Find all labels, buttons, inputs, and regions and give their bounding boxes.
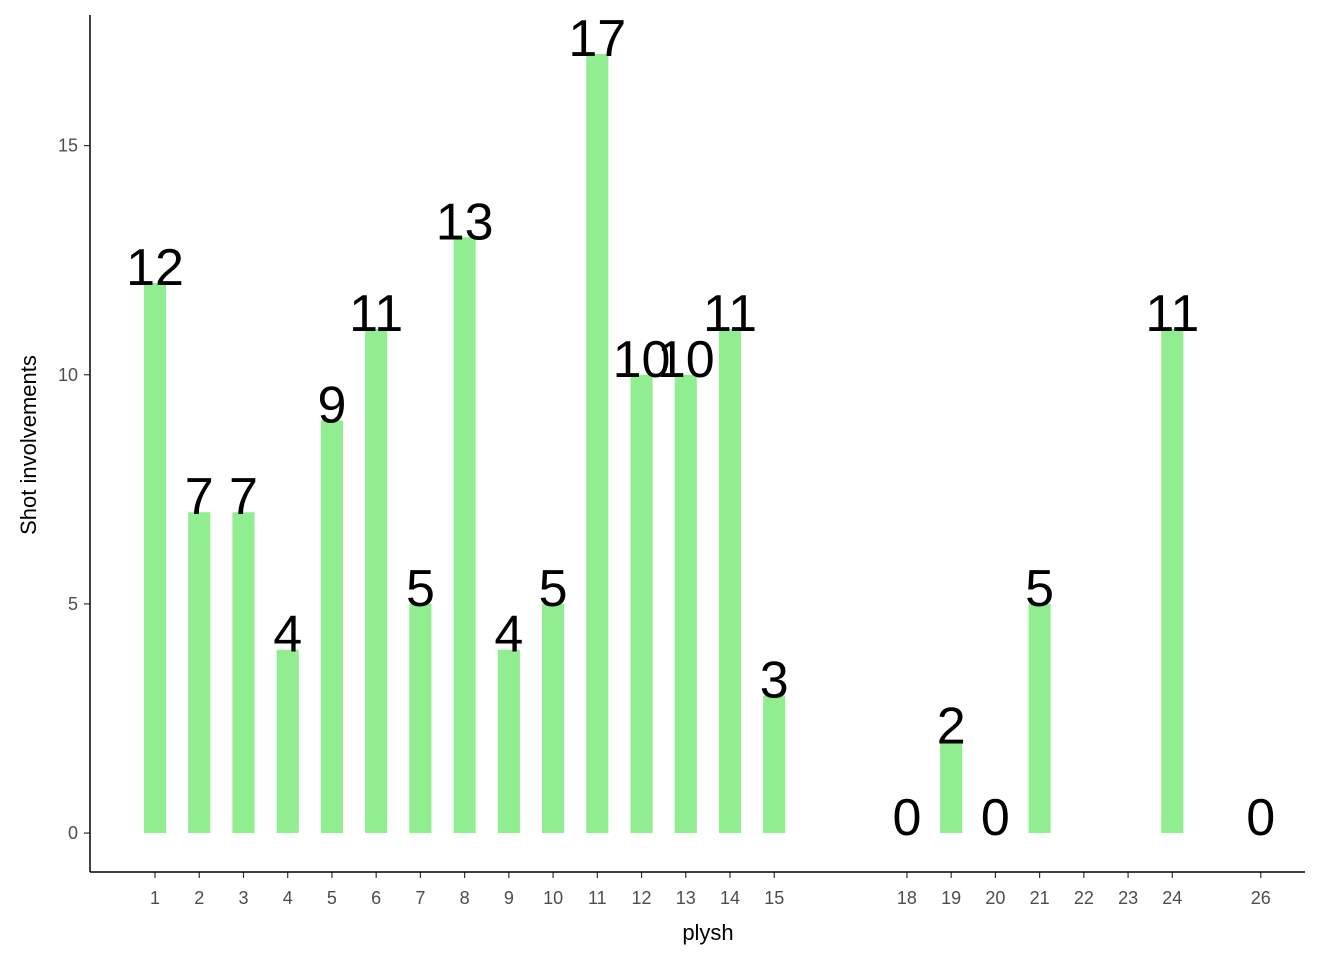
x-tick-label: 21: [1030, 888, 1050, 908]
x-tick-label: 5: [327, 888, 337, 908]
data-label: 2: [937, 697, 966, 755]
x-tick-label: 10: [543, 888, 563, 908]
x-tick-label: 23: [1118, 888, 1138, 908]
bar: [542, 603, 565, 834]
x-tick-label: 15: [764, 888, 784, 908]
data-label: 7: [229, 468, 258, 526]
y-tick-label: 5: [68, 594, 78, 614]
bar: [365, 328, 388, 834]
bar: [630, 374, 653, 834]
x-tick-label: 8: [460, 888, 470, 908]
bar: [497, 649, 520, 834]
x-tick-label: 26: [1251, 888, 1271, 908]
x-tick-label: 12: [632, 888, 652, 908]
bar: [188, 512, 211, 834]
data-label: 11: [1145, 285, 1199, 343]
x-tick-label: 18: [897, 888, 917, 908]
x-tick-label: 6: [371, 888, 381, 908]
x-tick-label: 9: [504, 888, 514, 908]
bar: [718, 328, 742, 834]
data-label: 3: [760, 652, 789, 710]
data-label: 4: [494, 606, 523, 664]
bar: [1161, 328, 1184, 834]
x-tick-label: 7: [415, 888, 425, 908]
bar: [1028, 603, 1051, 834]
bar: [453, 237, 476, 834]
bar: [940, 741, 963, 834]
bar: [763, 695, 786, 834]
x-tick-label: 14: [720, 888, 740, 908]
data-label: 0: [981, 789, 1010, 847]
data-label: 12: [126, 239, 184, 297]
bar: [232, 512, 255, 834]
data-label: 5: [406, 560, 435, 618]
x-tick-label: 3: [238, 888, 248, 908]
data-label: 11: [703, 285, 757, 343]
y-tick-label: 10: [58, 365, 78, 385]
data-label: 13: [436, 193, 494, 251]
x-tick-label: 2: [194, 888, 204, 908]
x-tick-label: 19: [941, 888, 961, 908]
data-label: 17: [568, 10, 626, 68]
x-tick-label: 24: [1162, 888, 1182, 908]
data-label: 4: [273, 606, 302, 664]
x-tick-label: 22: [1074, 888, 1094, 908]
x-axis-title: plysh: [682, 920, 733, 945]
bar: [409, 603, 432, 834]
x-tick-label: 11: [588, 888, 607, 908]
data-label: 9: [317, 377, 346, 435]
y-tick-label: 0: [68, 823, 78, 843]
y-axis-title: Shot involvements: [16, 355, 41, 535]
data-label: 11: [349, 285, 403, 343]
x-tick-label: 20: [985, 888, 1005, 908]
data-label: 5: [1025, 560, 1054, 618]
bar: [586, 53, 609, 834]
data-label: 0: [1246, 789, 1275, 847]
data-label: 5: [539, 560, 568, 618]
x-tick-label: 1: [150, 888, 160, 908]
bar: [320, 420, 343, 834]
bar: [674, 374, 697, 834]
bar: [276, 649, 299, 834]
data-label: 0: [892, 789, 921, 847]
data-label: 7: [185, 468, 214, 526]
x-tick-label: 4: [283, 888, 293, 908]
data-label: 10: [613, 331, 671, 389]
data-label: 10: [657, 331, 715, 389]
y-tick-label: 15: [58, 136, 78, 156]
x-tick-label: 13: [676, 888, 696, 908]
bar: [143, 283, 167, 834]
